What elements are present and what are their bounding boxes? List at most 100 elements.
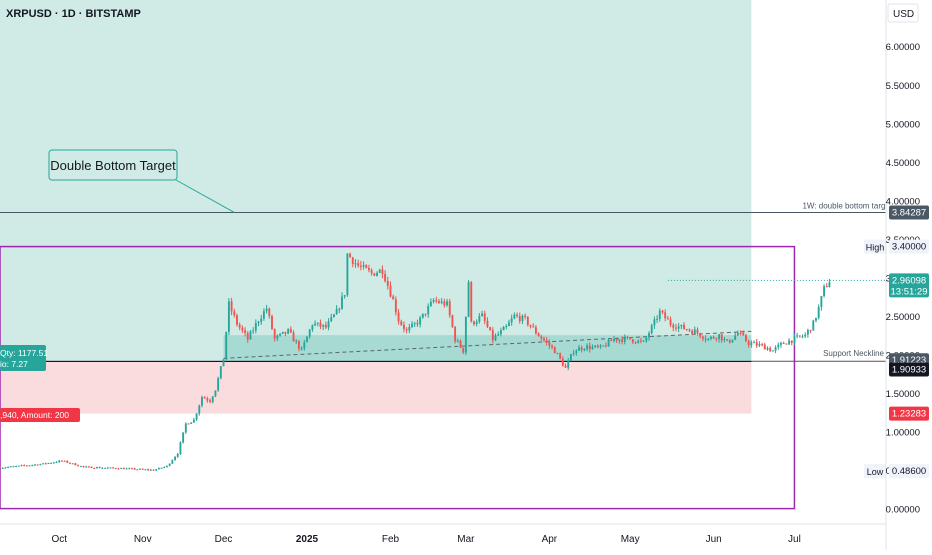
candle[interactable] (1, 467, 4, 469)
candle[interactable] (594, 345, 597, 347)
candle[interactable] (564, 365, 567, 368)
candle[interactable] (58, 460, 61, 463)
candle[interactable] (7, 466, 10, 468)
candle[interactable] (572, 353, 575, 355)
candle[interactable] (206, 398, 209, 401)
candle[interactable] (330, 317, 333, 322)
candle[interactable] (715, 338, 718, 340)
candle[interactable] (136, 469, 139, 471)
candle[interactable] (112, 467, 115, 469)
candle[interactable] (513, 314, 516, 319)
candle[interactable] (128, 468, 131, 470)
candle[interactable] (96, 467, 98, 469)
candle[interactable] (413, 323, 416, 325)
candle[interactable] (561, 358, 564, 366)
candle[interactable] (745, 335, 747, 342)
candle[interactable] (319, 322, 322, 327)
candle[interactable] (443, 301, 446, 306)
candle[interactable] (131, 468, 133, 470)
candle[interactable] (362, 265, 365, 267)
candle[interactable] (346, 253, 349, 296)
candle[interactable] (424, 313, 427, 315)
candle[interactable] (710, 336, 712, 339)
candle[interactable] (812, 320, 815, 331)
candle[interactable] (470, 282, 473, 322)
candle[interactable] (227, 301, 230, 332)
candle[interactable] (464, 316, 467, 353)
candle[interactable] (252, 330, 255, 332)
candle[interactable] (473, 321, 475, 325)
candle[interactable] (780, 342, 782, 345)
candle[interactable] (718, 334, 720, 340)
candle[interactable] (448, 301, 451, 316)
candle[interactable] (225, 331, 228, 360)
candle[interactable] (575, 350, 578, 354)
candle[interactable] (510, 318, 513, 323)
candle[interactable] (187, 423, 190, 425)
candle[interactable] (209, 400, 211, 403)
candle[interactable] (222, 359, 225, 367)
candle[interactable] (77, 465, 80, 467)
candle[interactable] (626, 336, 629, 338)
candle[interactable] (763, 344, 766, 350)
candle[interactable] (152, 469, 155, 471)
candle[interactable] (497, 334, 500, 336)
range-box[interactable] (0, 245, 796, 510)
candle[interactable] (669, 319, 672, 325)
candle[interactable] (297, 341, 300, 349)
candle[interactable] (567, 360, 570, 368)
candle[interactable] (817, 307, 820, 318)
candle[interactable] (672, 324, 675, 328)
candle[interactable] (739, 332, 742, 334)
candle[interactable] (685, 329, 688, 331)
candle[interactable] (381, 269, 384, 274)
candle[interactable] (677, 326, 680, 329)
candle[interactable] (823, 286, 826, 297)
candle[interactable] (771, 350, 774, 352)
candle[interactable] (195, 413, 198, 420)
candle[interactable] (696, 329, 699, 334)
candle[interactable] (279, 333, 282, 336)
candle[interactable] (179, 442, 182, 454)
candle[interactable] (526, 316, 529, 325)
candle[interactable] (314, 323, 317, 326)
candle[interactable] (365, 265, 368, 268)
candle[interactable] (295, 341, 298, 343)
candle[interactable] (486, 320, 489, 327)
candle[interactable] (537, 333, 540, 337)
candle[interactable] (219, 366, 222, 379)
candle[interactable] (782, 342, 785, 344)
candle[interactable] (580, 347, 583, 350)
candle[interactable] (621, 339, 624, 342)
candle[interactable] (47, 462, 50, 464)
candle[interactable] (532, 326, 535, 328)
candle[interactable] (287, 328, 290, 334)
candle[interactable] (281, 331, 284, 334)
candle[interactable] (750, 342, 753, 345)
candle[interactable] (386, 281, 389, 286)
candle[interactable] (777, 344, 780, 348)
candle[interactable] (615, 338, 618, 341)
candle[interactable] (416, 323, 419, 325)
currency-label[interactable]: USD (893, 9, 914, 20)
candle[interactable] (273, 329, 276, 339)
candle[interactable] (788, 340, 790, 345)
candle[interactable] (289, 328, 292, 333)
candle[interactable] (451, 315, 454, 328)
candle[interactable] (60, 460, 63, 462)
candle[interactable] (308, 329, 311, 337)
candle[interactable] (766, 347, 769, 350)
candle[interactable] (742, 332, 745, 336)
candle[interactable] (133, 468, 136, 470)
candle[interactable] (543, 338, 545, 341)
candle[interactable] (71, 463, 74, 465)
candle[interactable] (303, 342, 306, 349)
candle[interactable] (656, 318, 659, 320)
candle[interactable] (292, 332, 295, 342)
candle[interactable] (761, 344, 764, 346)
candle[interactable] (588, 345, 591, 350)
candle[interactable] (491, 330, 494, 341)
candle[interactable] (52, 462, 55, 464)
candle[interactable] (276, 335, 279, 339)
candle[interactable] (793, 336, 796, 343)
